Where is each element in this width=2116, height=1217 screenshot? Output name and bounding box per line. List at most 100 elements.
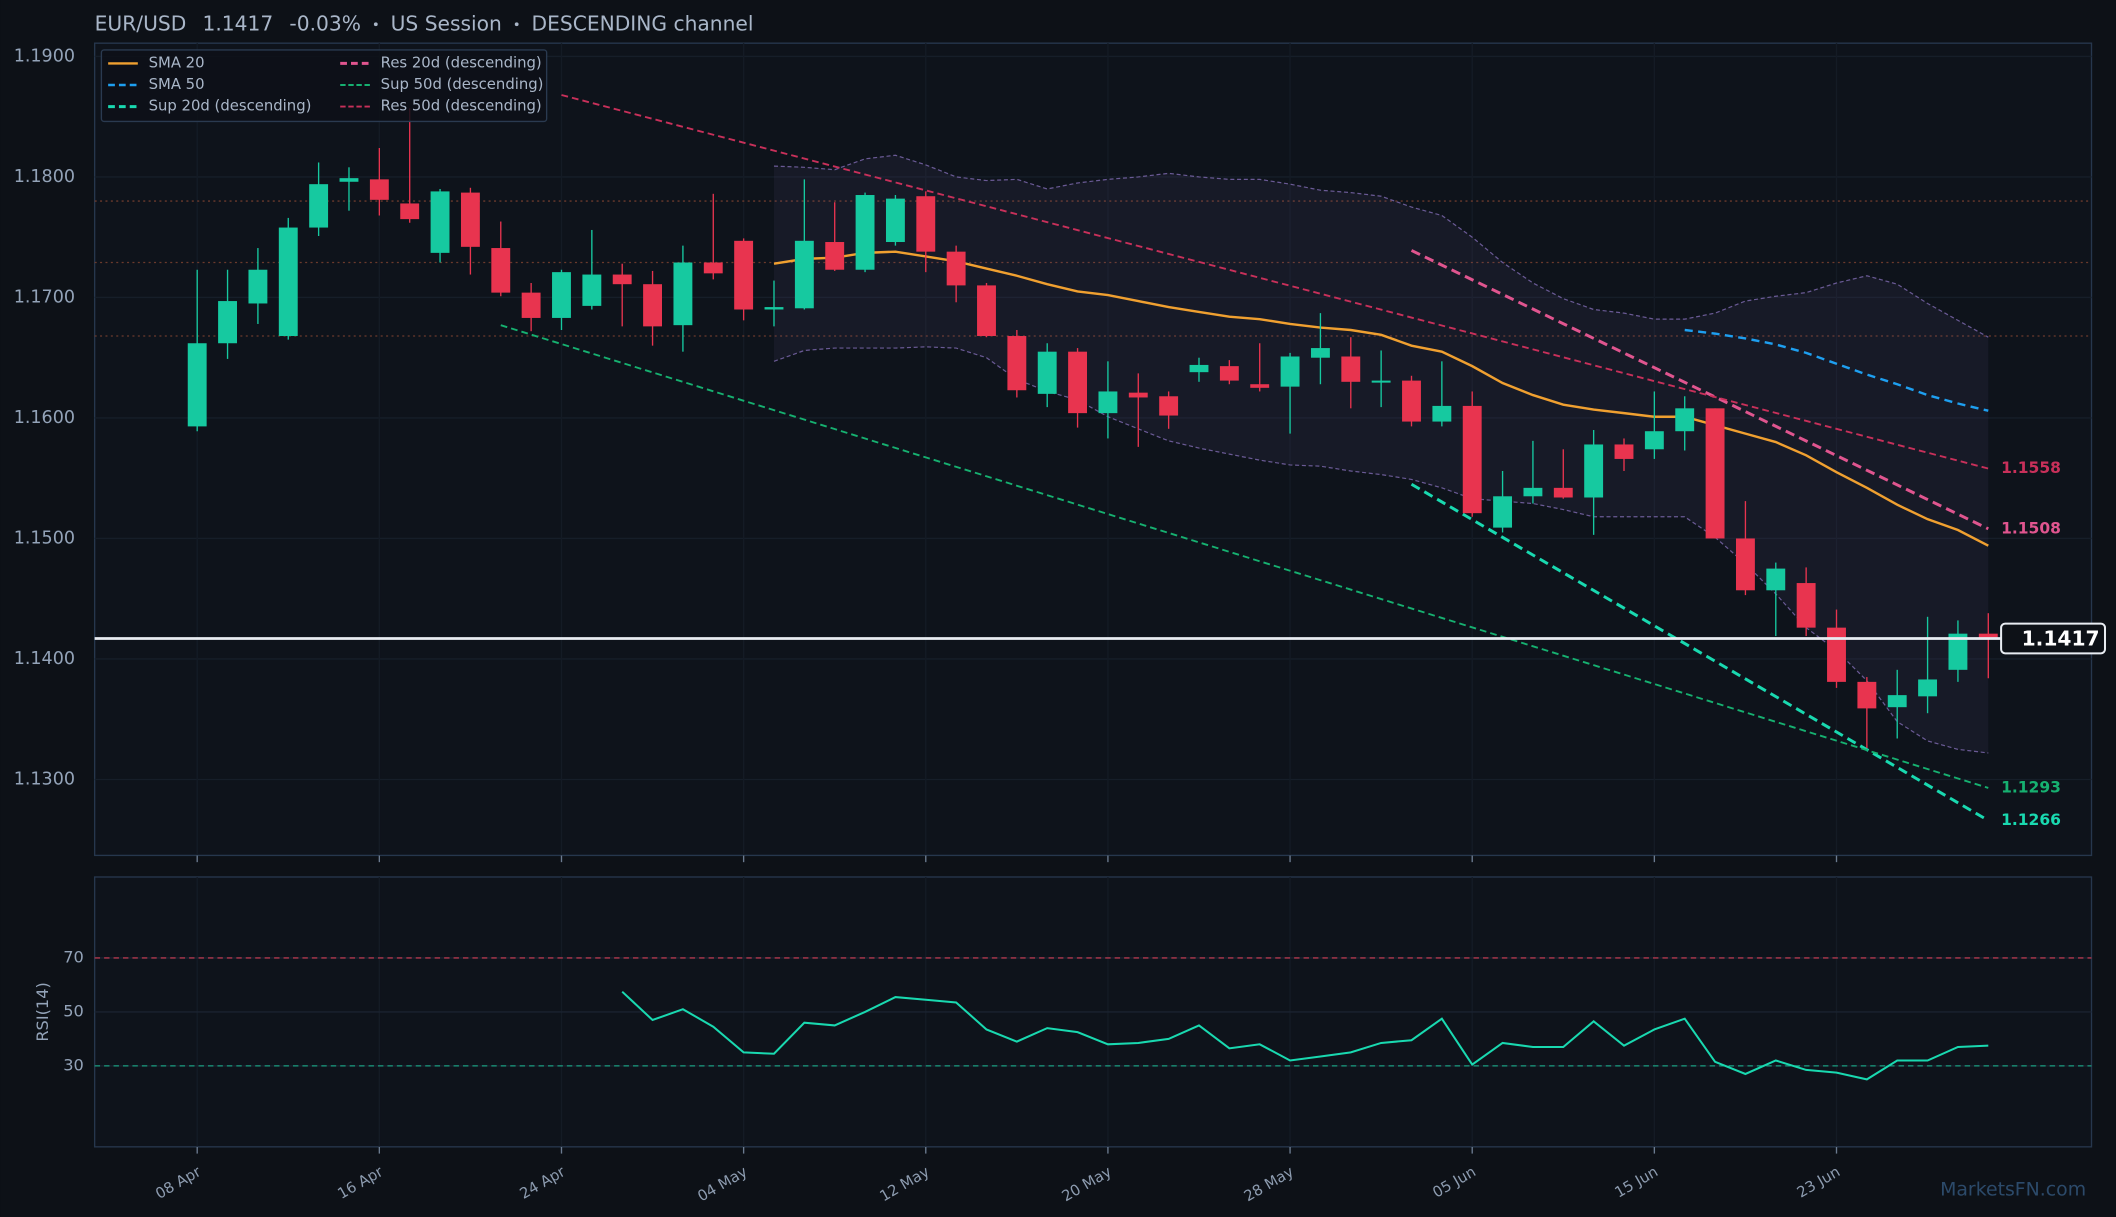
candle-body <box>1705 408 1725 539</box>
candle-body <box>1007 336 1027 391</box>
candle-body <box>825 242 845 270</box>
legend-label: Res 20d (descending) <box>381 54 542 71</box>
candle-body <box>1584 444 1604 498</box>
candle-body <box>703 262 723 274</box>
band-upper <box>773 154 1989 338</box>
price-panel <box>93 42 2093 857</box>
trend-end-label: 1.1266 <box>2001 811 2061 829</box>
candle-body <box>339 178 359 182</box>
watermark: MarketsFN.com <box>1940 1179 2086 1201</box>
candle-body <box>916 196 936 252</box>
candle-body <box>1887 695 1907 708</box>
channel: DESCENDING channel <box>532 11 754 35</box>
candle-body <box>1098 391 1118 414</box>
price-box-label: 1.1417 <box>2022 626 2100 650</box>
rsi-axis-label: RSI(14) <box>33 982 52 1042</box>
candle-body <box>218 301 237 344</box>
candle-body <box>1250 384 1270 388</box>
candle-body <box>552 272 571 318</box>
candle-body <box>1857 681 1877 709</box>
candle-body <box>1796 583 1816 628</box>
candle-body <box>1280 356 1300 387</box>
candle-body <box>278 227 298 337</box>
band-fill <box>773 155 1989 753</box>
y-tick-label: 1.1900 <box>14 46 75 66</box>
candle-body <box>1675 408 1695 432</box>
trend-line <box>1410 482 1990 822</box>
candle-body <box>1978 633 1998 639</box>
candle-body <box>1402 380 1421 422</box>
candle-body <box>1310 348 1330 358</box>
candle-body <box>1948 633 1968 670</box>
legend-label: SMA 20 <box>149 54 205 71</box>
separator-dot <box>373 22 378 27</box>
legend-box <box>100 49 548 123</box>
candle-body <box>1523 487 1543 497</box>
candle-body <box>1219 366 1239 381</box>
candle-body <box>946 251 966 286</box>
candle-body <box>1432 405 1452 422</box>
rsi-tick-label: 50 <box>63 1001 84 1020</box>
sma-line <box>773 250 1989 547</box>
candle-body <box>794 240 814 309</box>
candle-body <box>855 195 875 270</box>
candle-body <box>643 284 663 327</box>
band-lower <box>773 346 1989 754</box>
candle-body <box>1766 568 1786 591</box>
candle-body <box>1827 627 1846 682</box>
candle-body <box>460 192 480 247</box>
candle-body <box>400 203 420 220</box>
price-box <box>2000 622 2107 655</box>
candle-body <box>1068 351 1088 414</box>
symbol: EUR/USD <box>95 11 187 35</box>
candle-body <box>1371 380 1391 383</box>
candle-body <box>1159 396 1179 416</box>
candle-body <box>1128 392 1148 398</box>
candle-body <box>1614 444 1634 459</box>
y-tick-label: 1.1800 <box>14 167 75 187</box>
trend-line <box>561 94 1989 470</box>
candle-body <box>1644 431 1664 450</box>
y-tick-label: 1.1400 <box>14 649 75 669</box>
y-tick-label: 1.1600 <box>14 408 75 428</box>
trend-line <box>500 324 1989 789</box>
legend-label: Sup 50d (descending) <box>381 76 544 93</box>
legend-label: SMA 50 <box>149 76 205 93</box>
rsi-tick-label: 30 <box>63 1055 84 1074</box>
candle-body <box>1462 405 1482 514</box>
session: US Session <box>391 11 502 35</box>
candle-body <box>1341 356 1361 382</box>
candle-body <box>977 285 996 337</box>
rsi-line <box>621 990 1989 1081</box>
rsi-tick-label: 70 <box>63 947 84 966</box>
legend-label: Sup 20d (descending) <box>149 98 312 115</box>
y-tick-label: 1.1300 <box>14 769 75 789</box>
candle-body <box>248 269 268 304</box>
candle-body <box>1553 487 1573 498</box>
candle-body <box>430 191 450 253</box>
candle-body <box>612 274 632 285</box>
legend-label: Res 50d (descending) <box>381 98 542 115</box>
trend-end-label: 1.1558 <box>2001 459 2061 477</box>
candle-body <box>582 274 602 306</box>
candle-body <box>764 307 784 310</box>
candle-body <box>1037 351 1057 394</box>
candle-body <box>885 198 905 243</box>
header-price: 1.1417 <box>202 11 273 35</box>
candle-body <box>1735 538 1755 591</box>
sma-line <box>1684 328 1989 412</box>
candle-body <box>369 179 389 200</box>
trend-end-label: 1.1293 <box>2001 778 2061 796</box>
candle-body <box>1918 679 1938 697</box>
y-tick-label: 1.1700 <box>14 287 75 307</box>
separator-dot <box>514 22 519 27</box>
header-change: -0.03% <box>289 11 361 35</box>
header: EUR/USD 1.1417 -0.03% US Session DESCENDING … <box>95 11 754 35</box>
trend-end-label: 1.1508 <box>2001 519 2061 537</box>
candle-body <box>491 248 511 293</box>
candle-body <box>1493 496 1513 528</box>
trend-line <box>1410 249 1989 531</box>
candle-body <box>309 184 329 228</box>
